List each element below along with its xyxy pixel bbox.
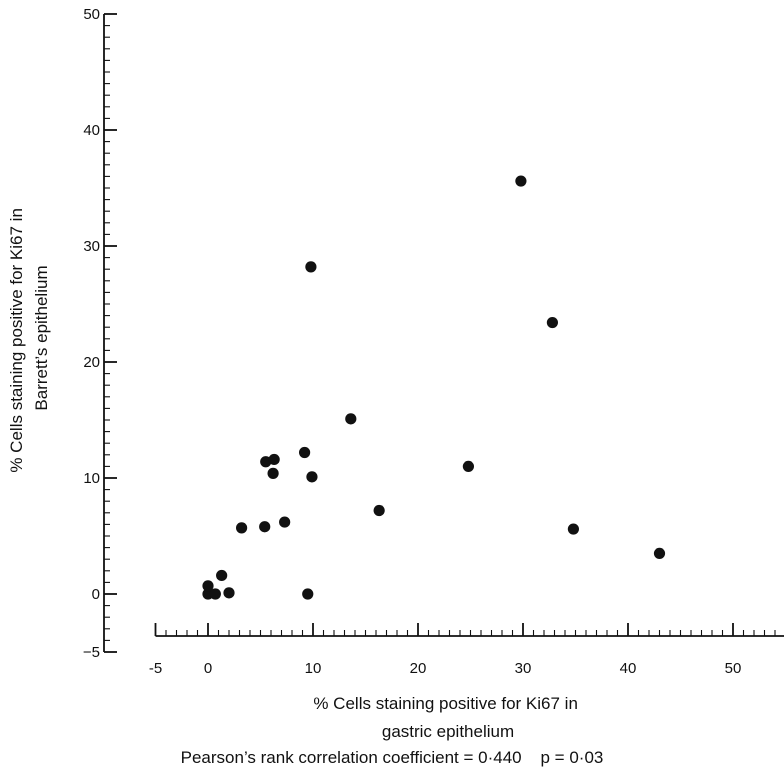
data-point bbox=[299, 446, 311, 459]
x-axis-title-line-1: % Cells staining positive for Ki67 in bbox=[313, 694, 578, 713]
y-axis-title: % Cells staining positive for Ki67 in Ba… bbox=[7, 203, 51, 472]
data-point bbox=[236, 522, 248, 534]
data-point bbox=[259, 521, 271, 533]
x-axis: -5 0 10 20 30 40 50 bbox=[149, 623, 784, 677]
y-tick-label: 20 bbox=[83, 354, 100, 371]
correlation-footnote: Pearson’s rank correlation coefficient =… bbox=[180, 748, 604, 767]
y-tick-label: 10 bbox=[83, 470, 100, 487]
data-point bbox=[260, 456, 272, 468]
data-point bbox=[216, 569, 228, 582]
y-tick-label: 0 bbox=[92, 586, 100, 603]
y-tick-label: 30 bbox=[83, 238, 100, 255]
y-axis-title-line-1: % Cells staining positive for Ki67 in bbox=[7, 208, 26, 473]
x-tick-label: 10 bbox=[305, 660, 322, 677]
data-point bbox=[302, 588, 314, 600]
y-axis-title-line-2: Barrett’s epithelium bbox=[32, 265, 51, 410]
x-tick-label: 30 bbox=[515, 660, 532, 677]
x-tick-label: 0 bbox=[204, 660, 212, 677]
data-point bbox=[462, 460, 474, 472]
data-point bbox=[305, 261, 317, 273]
x-tick-label: 50 bbox=[725, 660, 742, 677]
data-point bbox=[267, 467, 279, 479]
data-point bbox=[546, 316, 559, 329]
data-point bbox=[306, 471, 318, 483]
data-point bbox=[567, 523, 580, 535]
data-point bbox=[515, 175, 527, 187]
data-point bbox=[373, 504, 385, 517]
x-axis-title-line-2: gastric epithelium bbox=[382, 722, 514, 741]
y-tick-label: 40 bbox=[83, 122, 100, 139]
data-point bbox=[345, 413, 357, 425]
x-tick-label: -5 bbox=[149, 660, 162, 677]
data-point bbox=[209, 588, 221, 600]
x-tick-label: 20 bbox=[410, 660, 427, 677]
data-point bbox=[653, 547, 666, 560]
y-tick-label: −5 bbox=[83, 644, 100, 661]
y-axis: −5 0 10 20 30 40 50 bbox=[83, 6, 117, 661]
data-point bbox=[202, 580, 214, 592]
data-point bbox=[223, 587, 235, 599]
x-axis-title: % Cells staining positive for Ki67 in ga… bbox=[313, 694, 582, 741]
data-point bbox=[268, 453, 280, 466]
x-tick-label: 40 bbox=[620, 660, 637, 677]
y-tick-label: 50 bbox=[83, 6, 100, 23]
data-point bbox=[279, 516, 291, 528]
data-points bbox=[202, 175, 666, 600]
